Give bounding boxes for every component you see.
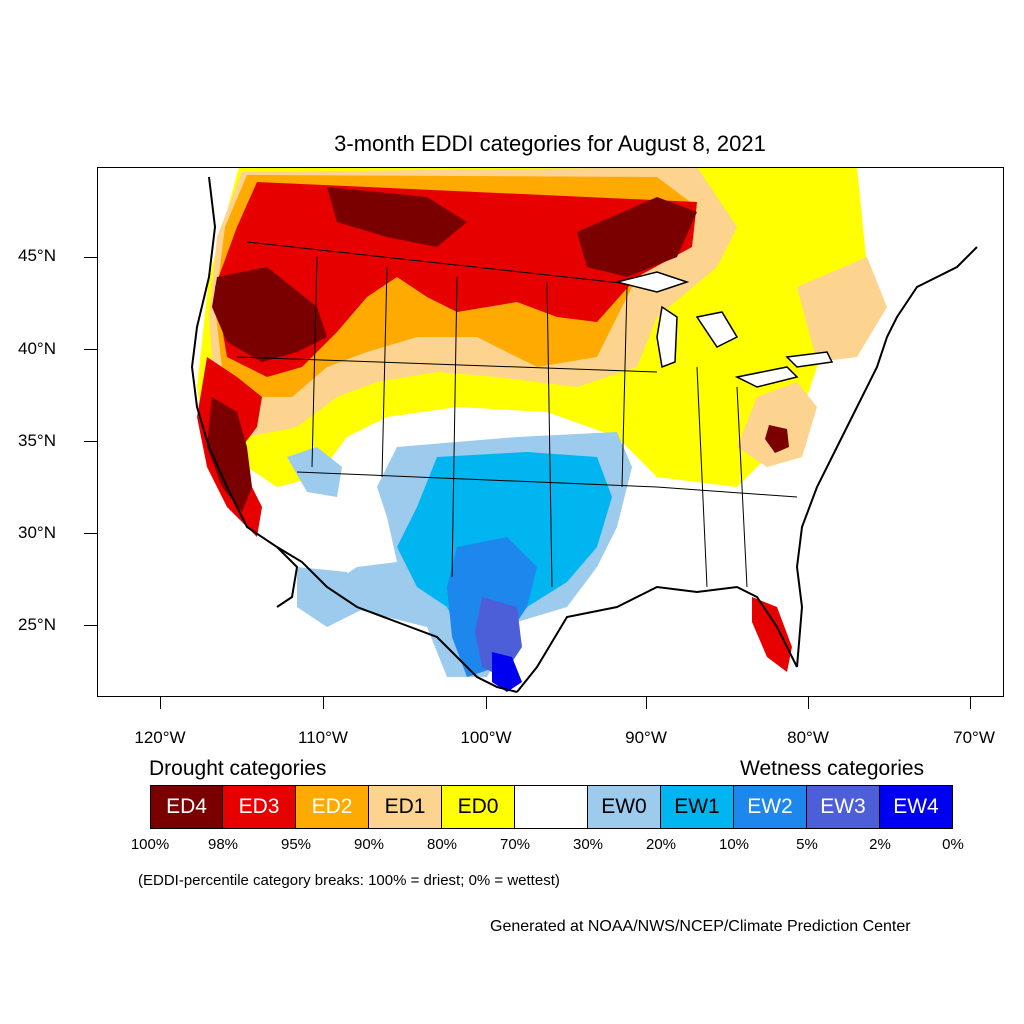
- lon-label-120: 120°W: [134, 728, 186, 747]
- lat-label-40: 40°N: [18, 339, 56, 358]
- legend-box-ew2: EW2: [734, 785, 807, 829]
- legend-box-ed4: ED4: [150, 785, 223, 829]
- percentile-label: 80%: [426, 836, 458, 853]
- state-borders: [236, 241, 798, 588]
- ed3-florida: [752, 597, 792, 672]
- legend-box-normal: [515, 785, 588, 829]
- lon-tick: [970, 697, 971, 709]
- lon-label-110: 110°W: [298, 728, 348, 747]
- ed4-north: [327, 187, 467, 247]
- percentile-label: 98%: [207, 836, 239, 853]
- lat-label-25: 25°N: [18, 615, 56, 634]
- lon-label-90: 90°W: [625, 728, 667, 747]
- lon-label-100: 100°W: [460, 728, 512, 747]
- category-breaks-note: (EDDI-percentile category breaks: 100% =…: [138, 872, 560, 889]
- legend-box-ed0: ED0: [442, 785, 515, 829]
- eddi-map: [97, 167, 1004, 697]
- legend-box-ed3: ED3: [223, 785, 296, 829]
- lon-label-70: 70°W: [953, 728, 995, 747]
- map-title: 3-month EDDI categories for August 8, 20…: [334, 131, 766, 156]
- percentile-label: 2%: [869, 836, 891, 853]
- legend-box-ew0: EW0: [588, 785, 661, 829]
- ed4-northeast: [577, 197, 697, 277]
- lon-tick: [486, 697, 487, 709]
- ed1-east: [737, 382, 817, 467]
- percentile-label: 10%: [718, 836, 750, 853]
- ew4-region: [492, 652, 522, 692]
- percentile-label: 5%: [796, 836, 818, 853]
- lat-tick: [84, 625, 97, 626]
- lat-label-35: 35°N: [18, 431, 56, 450]
- lat-label-45: 45°N: [18, 246, 56, 265]
- legend-box-ew1: EW1: [661, 785, 734, 829]
- legend-colorbar: ED4 ED3 ED2 ED1 ED0 EW0 EW1 EW2 EW3 EW4: [150, 785, 953, 829]
- ew0-region: [287, 447, 342, 497]
- credit-line: Generated at NOAA/NWS/NCEP/Climate Predi…: [490, 918, 911, 935]
- ed3-region: [215, 182, 697, 377]
- lat-label-30: 30°N: [18, 523, 56, 542]
- lat-tick: [84, 441, 97, 442]
- lat-tick: [84, 349, 97, 350]
- lon-label-80: 80°W: [787, 728, 829, 747]
- ed4-virginia: [765, 425, 789, 453]
- lon-tick: [646, 697, 647, 709]
- legend-box-ed1: ED1: [369, 785, 442, 829]
- lon-tick: [323, 697, 324, 709]
- lat-tick: [84, 533, 97, 534]
- ed4-northwest: [212, 267, 327, 362]
- wetness-categories-heading: Wetness categories: [740, 757, 925, 780]
- coastlines: [190, 176, 978, 693]
- percentile-label: 20%: [645, 836, 677, 853]
- percentile-label: 90%: [353, 836, 385, 853]
- percentile-label: 30%: [572, 836, 604, 853]
- great-lakes: [616, 271, 834, 388]
- ew0-southwest: [297, 567, 367, 627]
- ed4-california: [207, 397, 252, 512]
- lon-tick: [808, 697, 809, 709]
- lon-tick: [160, 697, 161, 709]
- legend-box-ew3: EW3: [807, 785, 880, 829]
- percentile-label: 100%: [130, 836, 170, 853]
- lat-tick: [84, 257, 97, 258]
- percentile-label: 0%: [942, 836, 964, 853]
- percentile-label: 70%: [499, 836, 531, 853]
- legend-box-ew4: EW4: [880, 785, 953, 829]
- ed1-ne: [797, 257, 887, 362]
- drought-categories-heading: Drought categories: [149, 757, 327, 780]
- legend-box-ed2: ED2: [296, 785, 369, 829]
- percentile-label: 95%: [280, 836, 312, 853]
